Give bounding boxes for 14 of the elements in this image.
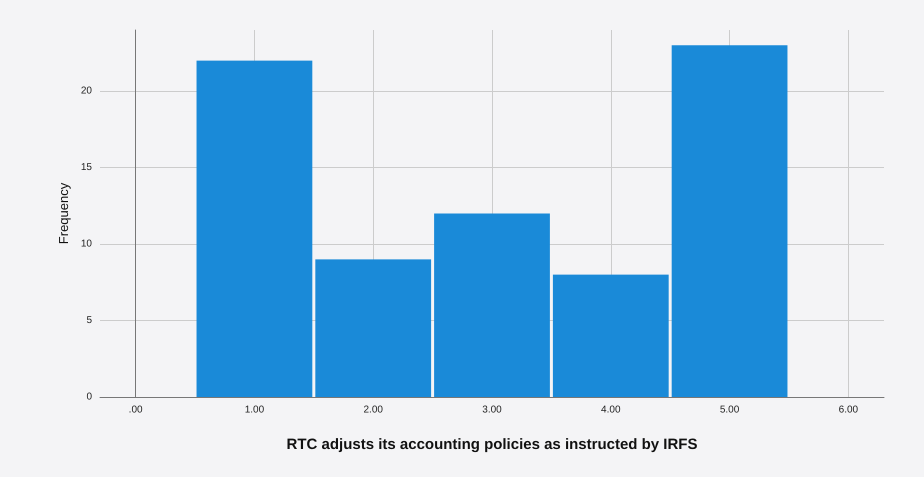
y-tick-label: 10 bbox=[80, 238, 92, 250]
y-tick-label: 0 bbox=[86, 392, 92, 402]
x-tick-label: 1.00 bbox=[244, 404, 265, 416]
x-tick-label: .00 bbox=[128, 404, 144, 416]
y-tick-label: 5 bbox=[86, 315, 92, 326]
x-tick-label: 3.00 bbox=[482, 404, 502, 416]
x-tick-label: 2.00 bbox=[363, 404, 384, 416]
x-tick-label: 6.00 bbox=[838, 404, 859, 416]
x-tick-label: 4.00 bbox=[601, 404, 621, 416]
y-tick-label: 15 bbox=[80, 162, 92, 174]
x-tick-label: 5.00 bbox=[720, 404, 740, 416]
x-axis-title: RTC adjusts its accounting policies as instructed by IRFS bbox=[286, 436, 698, 453]
y-axis-title: Frequency bbox=[56, 182, 71, 244]
y-tick-label: 20 bbox=[80, 86, 92, 97]
